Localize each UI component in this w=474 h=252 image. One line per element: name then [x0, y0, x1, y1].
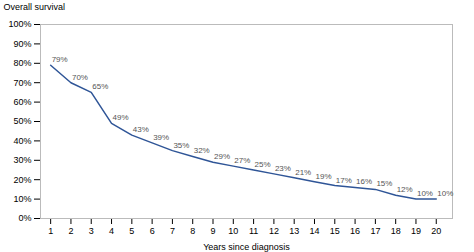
svg-text:32%: 32% — [194, 146, 210, 155]
svg-text:16: 16 — [350, 226, 360, 236]
svg-text:17%: 17% — [336, 176, 352, 185]
svg-text:79%: 79% — [52, 55, 68, 64]
svg-text:30%: 30% — [13, 155, 31, 165]
svg-text:80%: 80% — [13, 58, 31, 68]
svg-text:12: 12 — [269, 226, 279, 236]
svg-text:1: 1 — [48, 226, 53, 236]
svg-text:29%: 29% — [214, 152, 230, 161]
svg-text:20%: 20% — [13, 175, 31, 185]
svg-text:60%: 60% — [13, 97, 31, 107]
svg-text:2: 2 — [68, 226, 73, 236]
svg-text:49%: 49% — [113, 113, 129, 122]
svg-text:70%: 70% — [13, 78, 31, 88]
svg-text:21%: 21% — [295, 168, 311, 177]
svg-text:18: 18 — [391, 226, 401, 236]
svg-text:40%: 40% — [13, 136, 31, 146]
svg-text:13: 13 — [289, 226, 299, 236]
svg-text:10%: 10% — [437, 189, 453, 198]
svg-text:10%: 10% — [13, 194, 31, 204]
svg-text:43%: 43% — [133, 125, 149, 134]
svg-text:15%: 15% — [376, 179, 392, 188]
svg-text:5: 5 — [129, 226, 134, 236]
svg-text:25%: 25% — [255, 160, 271, 169]
svg-text:70%: 70% — [72, 73, 88, 82]
svg-text:19%: 19% — [315, 172, 331, 181]
svg-text:11: 11 — [249, 226, 258, 236]
svg-text:100%: 100% — [8, 19, 31, 29]
svg-text:Overall survival: Overall survival — [4, 2, 66, 12]
svg-text:Years since diagnosis: Years since diagnosis — [203, 242, 290, 252]
svg-text:6: 6 — [150, 226, 155, 236]
svg-text:15: 15 — [330, 226, 340, 236]
svg-text:10: 10 — [228, 226, 238, 236]
svg-text:27%: 27% — [234, 156, 250, 165]
svg-text:16%: 16% — [356, 177, 372, 186]
svg-text:90%: 90% — [13, 39, 31, 49]
svg-text:9: 9 — [211, 226, 216, 236]
svg-text:4: 4 — [109, 226, 114, 236]
svg-text:35%: 35% — [173, 141, 189, 150]
svg-text:17: 17 — [370, 226, 380, 236]
svg-text:39%: 39% — [153, 133, 169, 142]
svg-text:0%: 0% — [18, 213, 31, 223]
svg-text:65%: 65% — [92, 82, 108, 91]
svg-text:7: 7 — [170, 226, 175, 236]
svg-text:10%: 10% — [417, 189, 433, 198]
svg-text:8: 8 — [190, 226, 195, 236]
svg-text:3: 3 — [89, 226, 94, 236]
svg-text:23%: 23% — [275, 164, 291, 173]
svg-text:20: 20 — [431, 226, 441, 236]
svg-text:50%: 50% — [13, 116, 31, 126]
svg-text:12%: 12% — [397, 185, 413, 194]
svg-text:14: 14 — [309, 226, 319, 236]
svg-text:19: 19 — [411, 226, 421, 236]
